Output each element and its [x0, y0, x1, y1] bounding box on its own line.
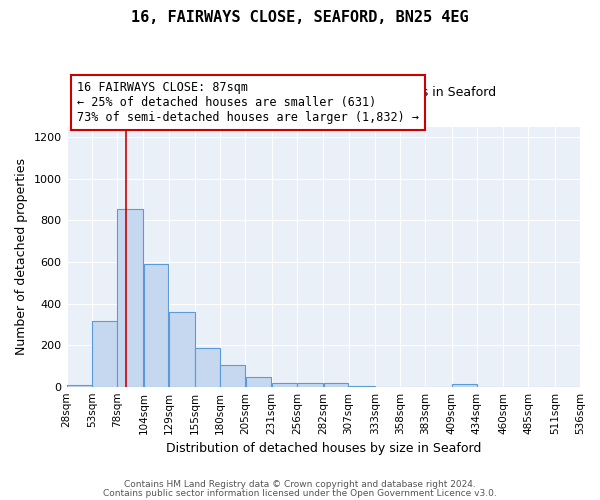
Text: 16 FAIRWAYS CLOSE: 87sqm
← 25% of detached houses are smaller (631)
73% of semi-: 16 FAIRWAYS CLOSE: 87sqm ← 25% of detach… — [77, 82, 419, 124]
Bar — [143, 264, 169, 386]
Text: Contains HM Land Registry data © Crown copyright and database right 2024.: Contains HM Land Registry data © Crown c… — [124, 480, 476, 489]
Bar — [452, 384, 476, 386]
Bar — [245, 377, 271, 386]
Text: 16, FAIRWAYS CLOSE, SEAFORD, BN25 4EG: 16, FAIRWAYS CLOSE, SEAFORD, BN25 4EG — [131, 10, 469, 25]
Bar — [67, 384, 92, 386]
Bar — [169, 312, 194, 386]
Bar — [118, 209, 143, 386]
Bar — [323, 383, 348, 386]
Title: Size of property relative to detached houses in Seaford: Size of property relative to detached ho… — [150, 86, 496, 100]
X-axis label: Distribution of detached houses by size in Seaford: Distribution of detached houses by size … — [166, 442, 481, 455]
Bar — [220, 365, 245, 386]
Bar — [272, 383, 297, 386]
Text: Contains public sector information licensed under the Open Government Licence v3: Contains public sector information licen… — [103, 488, 497, 498]
Bar — [297, 383, 323, 386]
Bar — [195, 348, 220, 387]
Y-axis label: Number of detached properties: Number of detached properties — [15, 158, 28, 356]
Bar — [92, 321, 117, 386]
